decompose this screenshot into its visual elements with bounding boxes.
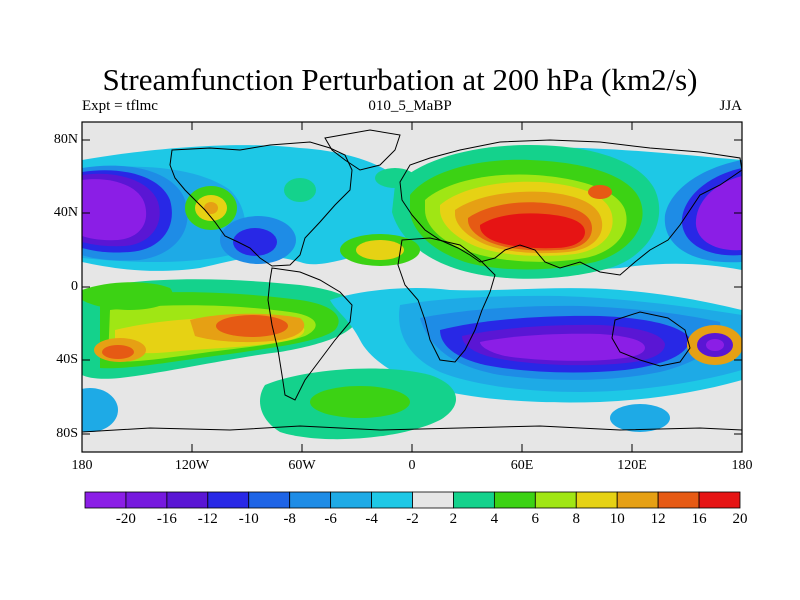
colorbar-label: 2: [449, 511, 458, 527]
contour-na-low-4: [82, 179, 147, 241]
colorbar-label: -6: [324, 511, 337, 527]
colorbar-label: 8: [572, 511, 581, 527]
lon-label-180e: 180: [731, 458, 753, 473]
colorbar-box: [371, 491, 413, 509]
lat-label-40n: 40N: [53, 205, 78, 220]
contour-south-hi-1: [216, 315, 288, 337]
colorbar-label: 4: [490, 511, 499, 527]
lon-label-60e: 60E: [510, 458, 534, 473]
colorbar-label: -2: [406, 511, 419, 527]
colorbar-label: 12: [650, 511, 666, 527]
colorbar-box: [125, 491, 168, 509]
colorbar-box: [698, 491, 741, 509]
colorbar-box: [575, 491, 618, 509]
colorbar-label: -12: [197, 511, 218, 527]
lat-label-80n: 80N: [53, 132, 78, 147]
contour-pacific-low-3: [695, 176, 742, 251]
colorbar-label: 10: [609, 511, 625, 527]
lon-label-180w: 180: [71, 458, 93, 473]
colorbar-label: 6: [531, 511, 540, 527]
colorbar-box: [534, 491, 577, 509]
colorbar-box: [207, 491, 250, 509]
contour-field: [82, 122, 742, 452]
colorbar-box: [493, 491, 536, 509]
contour-se-cell-3: [706, 339, 724, 351]
colorbar-box: [412, 491, 454, 509]
colorbar: [84, 491, 741, 509]
colorbar-box: [453, 491, 495, 509]
colorbar-label: -8: [283, 511, 296, 527]
contour-so-green-2: [310, 386, 410, 418]
contour-south-blue-6: [480, 333, 645, 361]
colorbar-box: [330, 491, 372, 509]
coast-africa: [397, 237, 496, 363]
lat-label-40s: 40S: [56, 352, 78, 367]
coast-south-america: [267, 267, 353, 401]
contour-asia-high-8: [588, 185, 612, 199]
colorbar-box: [248, 491, 291, 509]
lon-label-120w: 120W: [174, 458, 210, 473]
contour-small-high-3: [204, 202, 218, 214]
lon-label-0: 0: [408, 458, 416, 473]
contour-asia-high-7: [480, 213, 585, 249]
lon-label-60w: 60W: [288, 458, 316, 473]
axis-ticks: [82, 122, 742, 452]
coast-eurasia: [399, 139, 742, 276]
contour-far-south-1: [82, 388, 118, 432]
contour-south-hi-3: [102, 345, 134, 359]
coastlines: [82, 129, 742, 433]
colorbar-box: [616, 491, 659, 509]
contour-green-na: [284, 178, 316, 202]
colorbar-box: [166, 491, 209, 509]
colorbar-box: [657, 491, 700, 509]
contour-far-south-2: [610, 404, 670, 432]
colorbar-label: -20: [115, 511, 136, 527]
case-label: 010_5_MaBP: [368, 98, 452, 114]
colorbar-box: [84, 491, 127, 509]
coast-australia: [611, 311, 691, 367]
experiment-label: Expt = tflmc: [82, 98, 158, 114]
colorbar-label: 16: [691, 511, 707, 527]
colorbar-label: 20: [732, 511, 748, 527]
contour-atl-high-2: [356, 240, 404, 260]
colorbar-label: -16: [156, 511, 177, 527]
coast-antarctica: [82, 425, 742, 433]
season-label: JJA: [719, 98, 742, 114]
lat-label-80s: 80S: [56, 426, 78, 441]
colorbar-label: -4: [365, 511, 378, 527]
coast-greenland: [324, 129, 401, 171]
contour-eq-tongue: [82, 282, 173, 310]
map-title: Streamfunction Perturbation at 200 hPa (…: [102, 62, 698, 97]
colorbar-label: -10: [238, 511, 259, 527]
lat-label-0: 0: [71, 279, 78, 294]
coast-north-america: [169, 141, 353, 267]
lon-label-120e: 120E: [617, 458, 647, 473]
colorbar-box: [289, 491, 332, 509]
contour-na-low-b2: [233, 228, 277, 256]
